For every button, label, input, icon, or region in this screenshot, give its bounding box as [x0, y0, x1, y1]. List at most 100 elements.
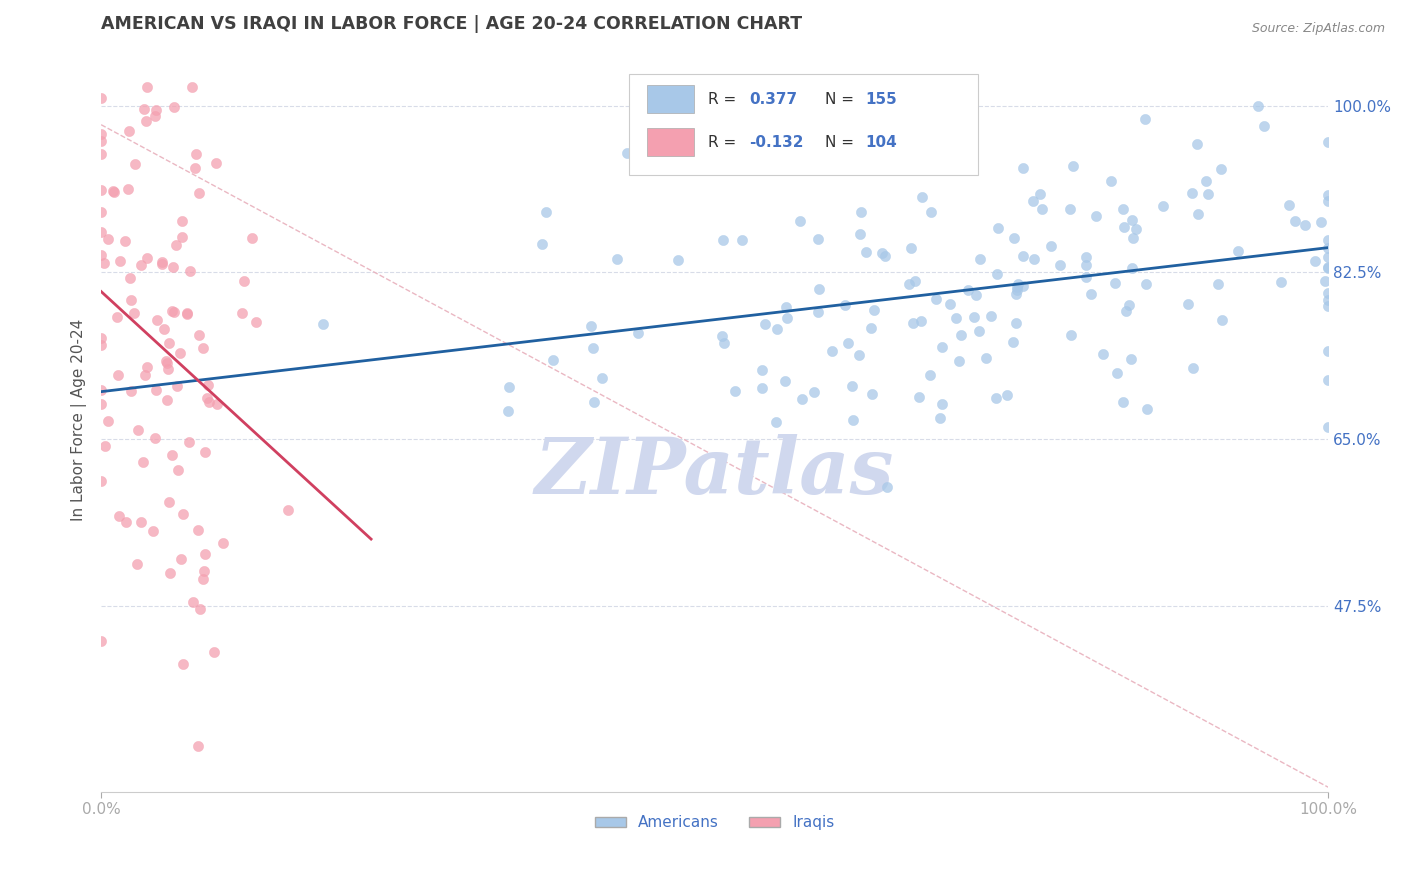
Point [1029, 187, 1052, 202]
Point [666, 253, 689, 268]
Point [159, 566, 181, 580]
Point [155, 354, 177, 368]
Point [90, 396, 112, 410]
Point [1247, 98, 1270, 112]
Point [974, 351, 997, 365]
Point [1049, 258, 1071, 272]
Point [1125, 222, 1147, 236]
Point [1317, 242, 1340, 256]
Point [127, 423, 149, 437]
Point [918, 368, 941, 382]
Point [1059, 202, 1081, 217]
Point [949, 327, 972, 342]
Point [848, 227, 870, 241]
Point [875, 249, 897, 263]
Point [945, 311, 967, 326]
Text: N =: N = [825, 135, 859, 150]
Point [995, 388, 1018, 402]
Point [1112, 220, 1135, 235]
Point [1076, 258, 1098, 272]
Point [103, 186, 125, 200]
Point [534, 204, 557, 219]
Point [1112, 202, 1135, 217]
Point [1022, 194, 1045, 208]
Text: -0.132: -0.132 [749, 135, 803, 150]
Point [187, 186, 209, 201]
Point [166, 379, 188, 393]
Point [859, 320, 882, 334]
Point [803, 385, 825, 400]
Point [1002, 231, 1025, 245]
Point [929, 410, 952, 425]
Point [730, 233, 752, 247]
Point [1005, 316, 1028, 330]
Point [212, 536, 235, 550]
Point [1060, 327, 1083, 342]
Point [194, 547, 217, 561]
Point [195, 391, 218, 405]
Point [93, 439, 115, 453]
Point [197, 378, 219, 392]
Text: N =: N = [825, 92, 859, 106]
Point [245, 315, 267, 329]
Point [1206, 277, 1229, 292]
FancyBboxPatch shape [628, 74, 979, 175]
Point [233, 274, 256, 288]
Point [1099, 174, 1122, 188]
Point [1012, 278, 1035, 293]
Point [1080, 287, 1102, 301]
Point [120, 384, 142, 398]
Point [1122, 231, 1144, 245]
Point [108, 253, 131, 268]
Point [910, 159, 932, 173]
Point [101, 184, 124, 198]
Point [860, 387, 883, 401]
Point [207, 397, 229, 411]
Point [754, 318, 776, 332]
Point [1115, 303, 1137, 318]
Point [765, 415, 787, 429]
Point [172, 213, 194, 227]
Point [808, 282, 831, 296]
Point [117, 182, 139, 196]
Point [541, 352, 564, 367]
Text: 0.377: 0.377 [749, 92, 797, 106]
Point [789, 214, 811, 228]
Text: R =: R = [709, 135, 741, 150]
Point [957, 283, 980, 297]
Point [908, 391, 931, 405]
Point [1303, 254, 1326, 268]
Point [1031, 202, 1053, 217]
Point [1121, 212, 1143, 227]
Point [191, 572, 214, 586]
Point [1152, 198, 1174, 212]
Point [626, 326, 648, 340]
Point [131, 259, 153, 273]
Text: AMERICAN VS IRAQI IN LABOR FORCE | AGE 20-24 CORRELATION CHART: AMERICAN VS IRAQI IN LABOR FORCE | AGE 2… [101, 15, 803, 33]
Text: R =: R = [709, 92, 741, 106]
Point [1135, 277, 1157, 291]
Point [124, 157, 146, 171]
Point [90, 134, 112, 148]
Point [711, 233, 734, 247]
Point [724, 384, 747, 398]
Point [93, 255, 115, 269]
Point [889, 163, 911, 178]
Point [820, 343, 842, 358]
Point [863, 159, 886, 173]
Point [1022, 252, 1045, 266]
Point [900, 241, 922, 255]
Point [848, 348, 870, 362]
Point [963, 310, 986, 325]
Point [766, 322, 789, 336]
Point [160, 304, 183, 318]
Point [1135, 112, 1157, 127]
Point [837, 336, 859, 351]
Point [986, 267, 1008, 281]
Point [496, 404, 519, 418]
Point [90, 225, 112, 239]
Point [118, 124, 141, 138]
Point [872, 246, 894, 260]
Point [898, 277, 921, 291]
Point [1317, 194, 1340, 208]
